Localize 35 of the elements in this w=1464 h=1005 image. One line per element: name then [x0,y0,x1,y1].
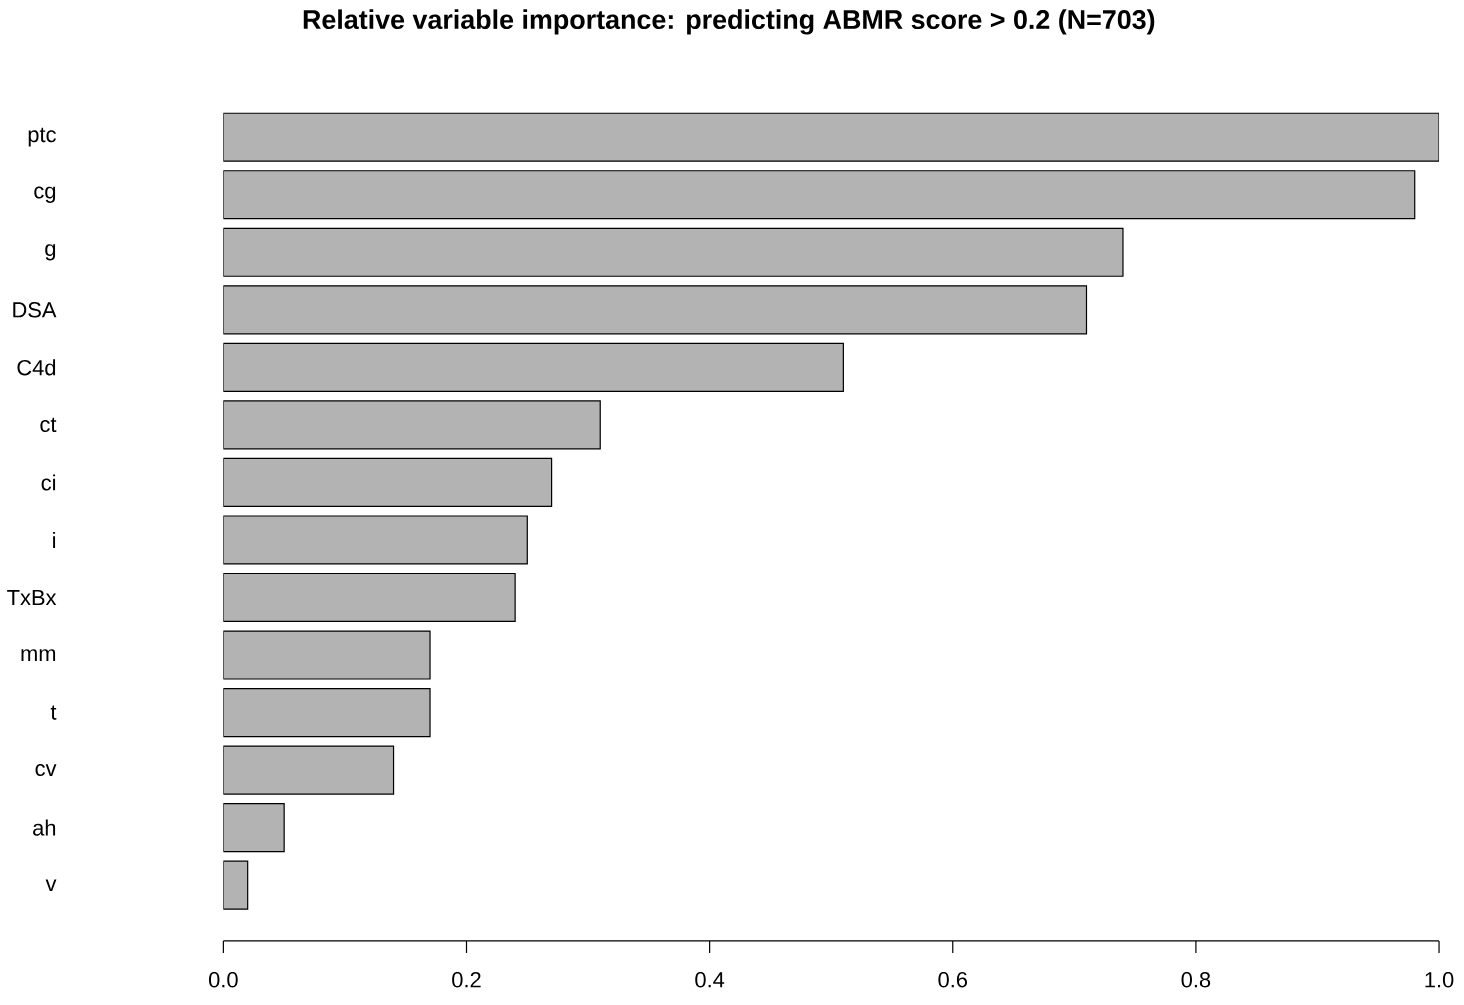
x-tick-label: 0.0 [208,972,238,988]
bar [223,860,249,910]
y-tick-label: cv [35,764,57,777]
chart-title: Relative variable importance: predicting ABMR score > 0.2 (N=703) [303,9,1155,35]
bar [223,227,1124,277]
x-tick-label: 0.6 [938,972,968,988]
y-tick-label: t [50,705,57,720]
y-tick-label: g [45,244,56,261]
y-tick-label: ci [41,474,56,491]
y-tick-label: v [45,879,57,891]
bar [223,112,1440,162]
y-tick-label: ah [33,819,56,836]
bar [223,342,844,392]
bar [223,400,601,450]
bar [223,745,395,795]
y-tick-label: DSA [13,302,57,318]
bar [223,170,1416,220]
x-tick-label: 0.8 [1181,972,1211,988]
y-tick-label: ptc [28,127,56,147]
y-tick-label: cg [34,186,56,203]
bar [223,688,431,738]
x-tick-label: 1.0 [1425,972,1454,988]
bar [223,285,1088,335]
y-tick-label: ct [40,417,57,433]
bar [223,457,553,508]
x-tick-label: 0.2 [452,972,481,988]
y-tick-label: C4d [17,359,56,376]
y-tick-label: mm [21,649,56,661]
bar [223,572,516,623]
y-tick-label: i [53,532,56,548]
bar [223,515,528,565]
x-tick-label: 0.4 [695,972,725,988]
y-tick-label: TxBx [7,590,57,606]
bar [223,630,431,680]
bar [223,803,285,853]
